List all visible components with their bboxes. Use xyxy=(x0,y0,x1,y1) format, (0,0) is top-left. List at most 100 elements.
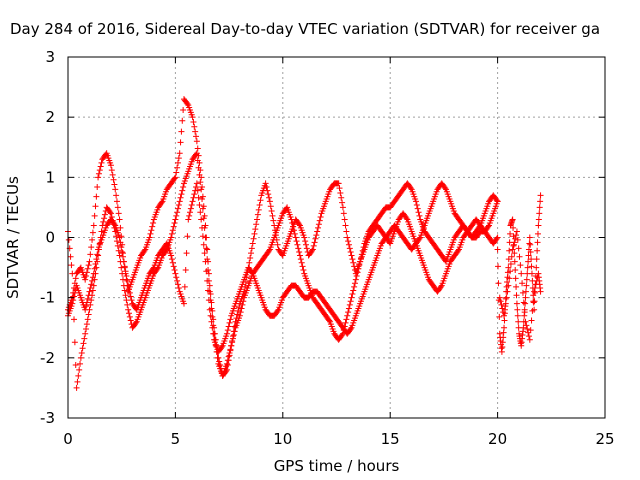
data-point xyxy=(523,322,530,329)
data-point xyxy=(537,288,544,295)
data-point xyxy=(499,305,506,312)
data-point xyxy=(180,300,187,307)
data-point xyxy=(84,265,91,272)
data-point xyxy=(124,301,131,308)
data-point xyxy=(533,256,540,263)
data-point xyxy=(193,138,200,145)
data-point xyxy=(228,342,235,349)
data-point xyxy=(533,264,540,271)
data-point xyxy=(84,295,91,302)
data-point xyxy=(141,247,148,254)
data-point xyxy=(339,199,346,206)
data-point xyxy=(240,298,247,305)
data-point xyxy=(264,187,271,194)
series-track-e xyxy=(496,228,544,343)
x-tick-label: 20 xyxy=(488,430,507,448)
data-point xyxy=(225,353,232,360)
data-point xyxy=(115,247,122,254)
data-point xyxy=(535,222,542,229)
data-point xyxy=(150,220,157,227)
data-point xyxy=(274,241,281,248)
data-point xyxy=(292,234,299,241)
data-point xyxy=(193,183,200,190)
data-point xyxy=(508,253,515,260)
data-point xyxy=(95,174,102,181)
data-point xyxy=(350,287,357,294)
data-point xyxy=(126,286,133,293)
data-point xyxy=(206,282,213,289)
data-point xyxy=(342,319,349,326)
data-point xyxy=(88,297,95,304)
data-point xyxy=(72,275,79,282)
data-point xyxy=(89,229,96,236)
data-point xyxy=(294,241,301,248)
data-point xyxy=(297,256,304,263)
axis-ticks xyxy=(67,56,606,419)
data-point xyxy=(94,183,101,190)
data-point xyxy=(234,311,241,318)
data-point xyxy=(187,205,194,212)
data-point xyxy=(117,239,124,246)
data-point xyxy=(86,288,93,295)
data-point xyxy=(90,282,97,289)
data-point xyxy=(522,318,529,325)
data-point xyxy=(503,294,510,301)
data-point xyxy=(519,280,526,287)
data-point xyxy=(351,283,358,290)
data-point xyxy=(267,203,274,210)
data-point xyxy=(534,239,541,246)
series-track-b xyxy=(65,150,501,391)
data-point xyxy=(269,212,276,219)
data-point xyxy=(512,266,519,273)
chart-title: Day 284 of 2016, Sidereal Day-to-day VTE… xyxy=(10,20,600,38)
data-point xyxy=(302,241,309,248)
data-point xyxy=(110,176,117,183)
data-point xyxy=(118,264,125,271)
data-point xyxy=(197,209,204,216)
data-point xyxy=(523,282,530,289)
data-point xyxy=(199,205,206,212)
data-point xyxy=(353,273,360,280)
data-point xyxy=(413,202,420,209)
data-point xyxy=(124,277,131,284)
data-point xyxy=(178,128,185,135)
data-point xyxy=(326,317,333,324)
data-point xyxy=(174,205,181,212)
data-point xyxy=(262,180,269,187)
data-point xyxy=(127,293,134,300)
data-point xyxy=(88,244,95,251)
data-point xyxy=(506,275,513,282)
data-point xyxy=(189,114,196,121)
data-point xyxy=(168,234,175,241)
data-point xyxy=(235,304,242,311)
data-point xyxy=(263,183,270,190)
data-point xyxy=(510,224,517,231)
data-point xyxy=(498,301,505,308)
data-point xyxy=(107,162,114,169)
data-point xyxy=(497,298,504,305)
data-point xyxy=(247,254,254,261)
data-point xyxy=(72,362,79,369)
data-point xyxy=(246,259,253,266)
data-point xyxy=(311,239,318,246)
data-point xyxy=(113,233,120,240)
data-point xyxy=(289,220,296,227)
data-point xyxy=(314,228,321,235)
data-point xyxy=(513,292,520,299)
data-point xyxy=(230,331,237,338)
data-point xyxy=(514,306,521,313)
data-point xyxy=(174,277,181,284)
data-point xyxy=(339,204,346,211)
data-point xyxy=(224,327,231,334)
data-point xyxy=(416,212,423,219)
data-point xyxy=(174,164,181,171)
data-point xyxy=(71,293,78,300)
data-point xyxy=(80,340,87,347)
data-point xyxy=(82,276,89,283)
data-point xyxy=(511,250,518,257)
data-point xyxy=(150,265,157,272)
data-point xyxy=(253,221,260,228)
data-point xyxy=(119,270,126,277)
data-point xyxy=(505,256,512,263)
data-point xyxy=(195,194,202,201)
